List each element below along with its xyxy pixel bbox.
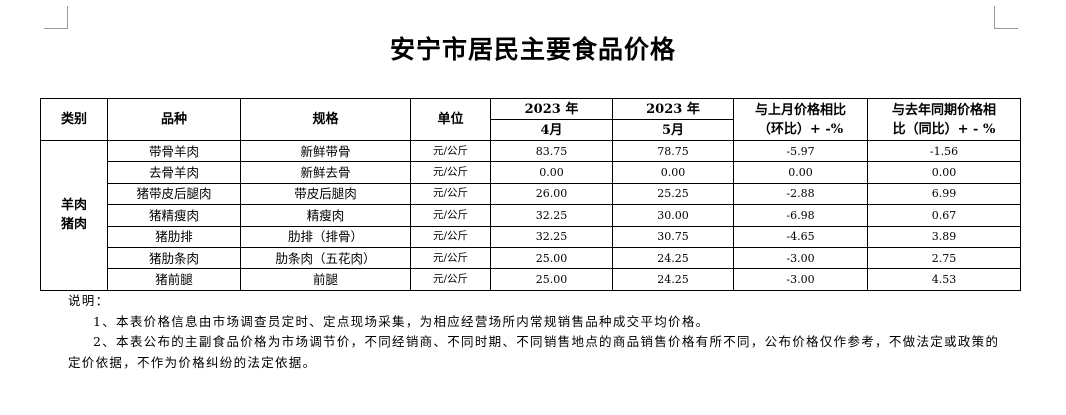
header-cell: 5月 (612, 119, 734, 141)
header-cell-line: 比（同比）+ - % (892, 121, 996, 137)
value-cell: 30.00 (612, 204, 734, 227)
header-cell: 与上月价格相比 （环比）+ -% (733, 98, 868, 141)
header-cell: 品种 (107, 98, 241, 141)
value-cell: 78.75 (612, 139, 734, 163)
text-cell: 猪肋条肉 (107, 246, 241, 270)
value-cell: 25.00 (490, 246, 613, 270)
corner-mark (994, 6, 1018, 29)
note: 2、本表公布的主副食品价格为市场调节价，不同经销商、不同时期、不同销售地点的商品… (68, 334, 1000, 370)
value-cell: 0.00 (612, 161, 734, 184)
corner-mark (44, 6, 68, 29)
unit-cell: 元/公斤 (410, 225, 491, 248)
header-cell: 与去年同期价格相 比（同比）+ - % (867, 98, 1021, 141)
price-table: 类别 品种 规格 单位 2023 年 2023 年与上月价格相比 （环比）+ -% 与去年同期… (40, 98, 1021, 291)
text-cell: 新鲜带骨 (240, 139, 411, 163)
note: 1、本表价格信息由市场调查员定时、定点现场采集，为相应经营场所内常规销售品种成交… (93, 313, 710, 329)
value-cell: -3.00 (733, 246, 868, 270)
value-cell: 3.89 (867, 225, 1021, 248)
value-cell: -5.97 (733, 139, 868, 163)
value-cell: 0.00 (490, 161, 613, 184)
text-cell: 前腿 (240, 268, 411, 291)
value-cell: 0.00 (733, 161, 868, 184)
value-cell: 24.25 (612, 246, 734, 270)
header-cell-line: 与上月价格相比 (754, 102, 846, 118)
value-cell: 83.75 (490, 139, 613, 163)
header-cell: 4月 (490, 119, 613, 141)
value-cell: 30.75 (612, 225, 734, 248)
category-cell: 羊肉 猪肉 (40, 140, 108, 291)
text-cell: 猪肋排 (107, 225, 241, 248)
text-cell: 带皮后腿肉 (240, 182, 411, 206)
text-cell: 去骨羊肉 (107, 161, 241, 184)
value-cell: 4.53 (867, 268, 1021, 291)
text-cell: 肋排（排骨） (240, 225, 411, 248)
value-cell: 0.00 (867, 161, 1021, 184)
value-cell: -1.56 (867, 139, 1021, 163)
value-cell: -3.00 (733, 268, 868, 291)
unit-cell: 元/公斤 (410, 204, 491, 227)
value-cell: 25.25 (612, 182, 734, 206)
data-row: 去骨羊肉 新鲜去骨 元/公斤 0.00 0.00 0.00 0.00 (41, 161, 1021, 184)
title: 安宁市居民主要食品价格 (389, 35, 676, 64)
value-cell: 32.25 (490, 204, 613, 227)
value-cell: 0.67 (867, 204, 1021, 227)
header-cell: 2023 年 (612, 98, 734, 120)
header-cell-line: （环比）+ -% (757, 121, 844, 137)
unit-cell: 元/公斤 (410, 268, 491, 291)
value-cell: 25.00 (490, 268, 613, 291)
unit-cell: 元/公斤 (410, 246, 491, 270)
header-cell-line: 与去年同期价格相 (891, 102, 996, 118)
text-cell: 猪带皮后腿肉 (107, 182, 241, 206)
value-cell: 26.00 (490, 182, 613, 206)
data-row: 猪精瘦肉 精瘦肉 元/公斤 32.25 30.00 -6.98 0.67 (41, 204, 1021, 227)
text-cell: 新鲜去骨 (240, 161, 411, 184)
header-cell: 规格 (240, 98, 411, 141)
value-cell: 6.99 (867, 182, 1021, 206)
data-row: 羊肉 猪肉 带骨羊肉 新鲜带骨 元/公斤 83.75 78.75 -5.97 -1.56 (40, 139, 1021, 291)
header-cell: 单位 (410, 98, 491, 141)
value-cell: -4.65 (733, 225, 868, 248)
data-row: 猪带皮后腿肉 带皮后腿肉 元/公斤 26.00 25.25 -2.88 6.99 (41, 182, 1021, 206)
value-cell: 24.25 (612, 268, 734, 291)
data-row: 猪肋排 肋排（排骨） 元/公斤 32.25 30.75 -4.65 3.89 (41, 225, 1021, 248)
category-cell-line: 猪肉 (60, 217, 87, 233)
unit-cell: 元/公斤 (410, 161, 491, 184)
value-cell: 2.75 (867, 246, 1021, 270)
data-row: 猪前腿 前腿 元/公斤 25.00 24.25 -3.00 4.53 (41, 268, 1021, 291)
header-row: 类别 品种 规格 单位 2023 年 2023 年与上月价格相比 （环比）+ -% 与去年同期… (40, 98, 1021, 141)
unit-cell: 元/公斤 (410, 139, 491, 163)
text-cell: 猪前腿 (107, 268, 241, 291)
notes-heading: 说明： (68, 293, 110, 308)
notes: 说明： 1、本表价格信息由市场调查员定时、定点现场采集，为相应经营场所内常规销售… (68, 291, 1013, 373)
unit-cell: 元/公斤 (410, 182, 491, 206)
category-cell-line: 羊肉 (60, 198, 87, 214)
value-cell: -2.88 (733, 182, 868, 206)
text-cell: 猪精瘦肉 (107, 204, 241, 227)
text-cell: 带骨羊肉 (107, 139, 241, 163)
value-cell: 32.25 (490, 225, 613, 248)
data-row: 猪肋条肉 肋条肉（五花肉） 元/公斤 25.00 24.25 -3.00 2.75 (41, 246, 1021, 270)
value-cell: -6.98 (733, 204, 868, 227)
header-cell: 2023 年 (490, 98, 613, 120)
text-cell: 精瘦肉 (240, 204, 411, 227)
header-cell: 类别 (40, 98, 108, 141)
text-cell: 肋条肉（五花肉） (240, 246, 411, 270)
